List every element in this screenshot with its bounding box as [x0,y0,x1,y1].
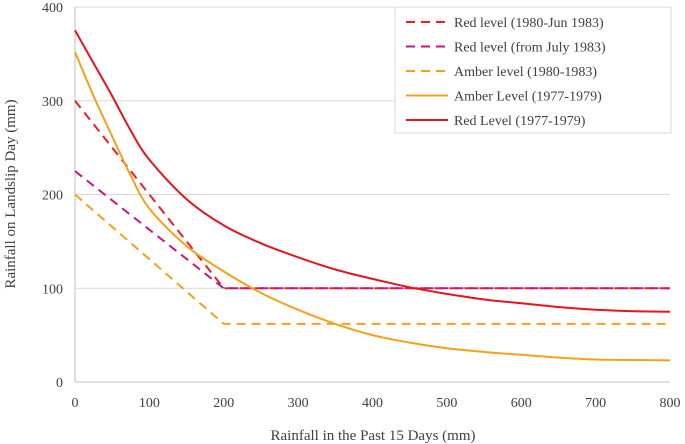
x-tick-label: 100 [139,396,160,411]
tick-labels: 0 100 200 300 400 0 100 200 300 400 500 600 700 800 [42,1,681,411]
series-line-amber-level-1980-1983 [74,193,670,325]
legend-label-red-level-1977-1979: Red Level (1977-1979) [454,114,586,129]
legend-label-amber-level-1980-1983: Amber level (1980-1983) [454,65,597,80]
x-tick-label: 800 [660,396,681,411]
legend-label-red-level-from-july-1983: Red level (from July 1983) [454,41,606,56]
series-line-red-level-from-july-1983 [74,170,670,290]
y-tick-label: 200 [42,189,63,204]
x-tick-label: 0 [72,396,79,411]
x-tick-label: 400 [362,396,383,411]
legend-label-amber-level-1977-1979: Amber Level (1977-1979) [454,90,602,105]
y-tick-label: 300 [42,95,63,110]
legend-label-red-level-1980-jun-1983: Red level (1980-Jun 1983) [454,16,604,31]
y-tick-label: 100 [42,282,63,297]
series-line-amber-level-1977-1979 [74,51,671,362]
x-tick-label: 200 [213,396,234,411]
x-tick-label: 700 [585,396,606,411]
legend: Red level (1980-Jun 1983) Red level (from… [394,6,672,134]
x-tick-label: 500 [436,396,457,411]
x-axis-title: Rainfall in the Past 15 Days (mm) [271,428,476,444]
series-line-red-level-1977-1979 [74,29,671,313]
x-tick-label: 600 [511,396,532,411]
y-axis-title: Rainfall on Landslip Day (mm) [3,99,19,288]
y-tick-label: 400 [42,1,63,16]
y-tick-label: 0 [56,376,63,391]
series-group [74,29,671,362]
x-tick-label: 300 [288,396,309,411]
